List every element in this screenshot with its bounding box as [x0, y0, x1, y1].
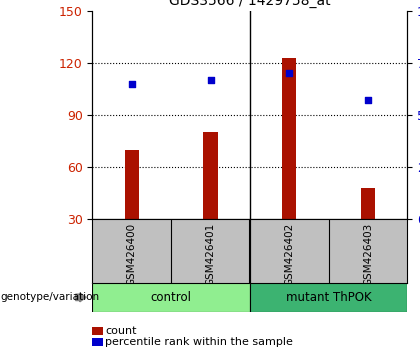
- Bar: [250, 283, 407, 312]
- Text: GSM426401: GSM426401: [205, 223, 215, 286]
- Point: [286, 70, 293, 76]
- Point: [129, 81, 135, 87]
- Text: GSM426400: GSM426400: [127, 223, 137, 286]
- Point: [207, 77, 214, 82]
- Point: [365, 98, 371, 103]
- Text: genotype/variation: genotype/variation: [0, 292, 99, 302]
- Text: GSM426402: GSM426402: [284, 223, 294, 286]
- Bar: [282, 58, 297, 219]
- Title: GDS3566 / 1429758_at: GDS3566 / 1429758_at: [169, 0, 331, 8]
- Text: GSM426403: GSM426403: [363, 223, 373, 286]
- Bar: [125, 150, 139, 219]
- Text: control: control: [151, 291, 192, 304]
- Bar: [203, 132, 218, 219]
- Bar: [92, 283, 250, 312]
- Text: percentile rank within the sample: percentile rank within the sample: [105, 337, 293, 347]
- Text: mutant ThPOK: mutant ThPOK: [286, 291, 371, 304]
- Bar: [361, 188, 375, 219]
- Text: count: count: [105, 326, 136, 336]
